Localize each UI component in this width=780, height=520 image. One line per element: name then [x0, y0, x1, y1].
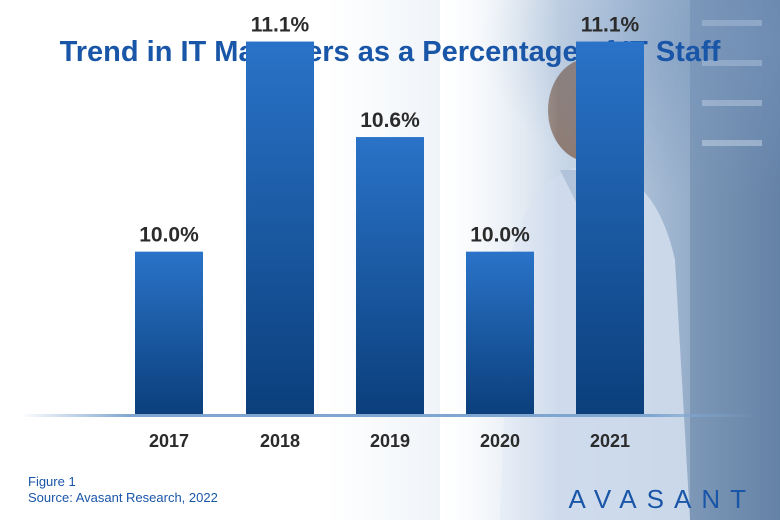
x-tick-label-2017: 2017	[149, 431, 189, 451]
source-label: Source: Avasant Research, 2022	[28, 490, 218, 505]
baseline	[20, 414, 760, 417]
x-tick-label-2021: 2021	[590, 431, 630, 451]
figure-label: Figure 1	[28, 474, 76, 489]
x-tick-label-2020: 2020	[480, 431, 520, 451]
bar-2021	[576, 41, 644, 415]
x-tick-label-2018: 2018	[260, 431, 300, 451]
data-label-2018: 11.1%	[251, 14, 310, 37]
bar-2018	[246, 41, 314, 415]
bar-2020	[466, 251, 534, 414]
data-label-2019: 10.6%	[360, 109, 420, 132]
data-label-2021: 11.1%	[581, 14, 640, 37]
x-tick-label-2019: 2019	[370, 431, 410, 451]
brand-logo: AVASANT	[568, 484, 756, 514]
data-label-2017: 10.0%	[139, 224, 199, 247]
data-label-2020: 10.0%	[470, 224, 530, 247]
bar-2017	[135, 251, 203, 414]
bar-2019	[356, 137, 424, 415]
